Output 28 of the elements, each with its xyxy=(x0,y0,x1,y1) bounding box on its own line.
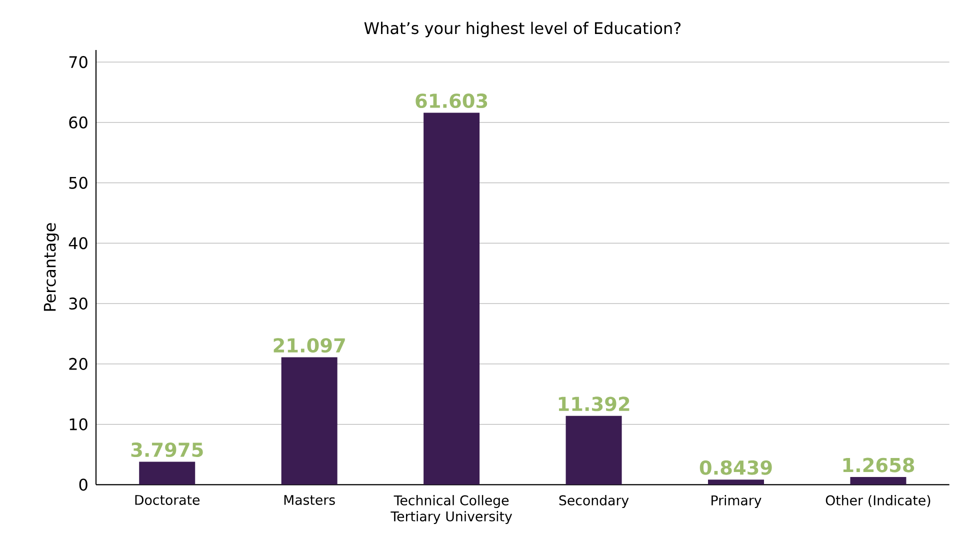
bar xyxy=(850,477,906,485)
y-tick-label: 20 xyxy=(69,358,88,370)
x-tick-label: Primary xyxy=(712,495,762,508)
y-tick-label: 50 xyxy=(69,176,88,189)
data-label: 21.097 xyxy=(274,338,345,353)
y-tick-label: 60 xyxy=(69,116,88,128)
data-label: 1.2658 xyxy=(843,458,914,472)
bar xyxy=(281,357,338,485)
y-tick-label: 0 xyxy=(79,478,88,491)
y-tick-label: 30 xyxy=(69,298,88,310)
x-tick-label: Doctorate xyxy=(135,495,200,505)
bar xyxy=(424,112,480,485)
data-label: 61.603 xyxy=(416,94,488,108)
y-tick-label: 40 xyxy=(68,237,88,250)
y-axis-title: Percantage xyxy=(44,223,59,311)
bar xyxy=(708,480,764,485)
data-label: 0.8439 xyxy=(700,460,772,475)
chart-title: What’s your highest level of Education? xyxy=(364,22,681,38)
y-tick-label: 10 xyxy=(70,418,88,430)
x-tick-label: Other (Indicate) xyxy=(826,495,930,507)
bar xyxy=(566,416,622,485)
x-tick-label: Masters xyxy=(284,495,335,505)
data-label: 11.392 xyxy=(558,396,630,412)
data-label: 3.7975 xyxy=(131,442,203,458)
x-tick-label: Technical College Tertiary University xyxy=(390,495,512,524)
x-tick-label: Secondary xyxy=(559,495,629,508)
y-tick-label: 70 xyxy=(69,56,88,68)
bar xyxy=(139,462,196,485)
